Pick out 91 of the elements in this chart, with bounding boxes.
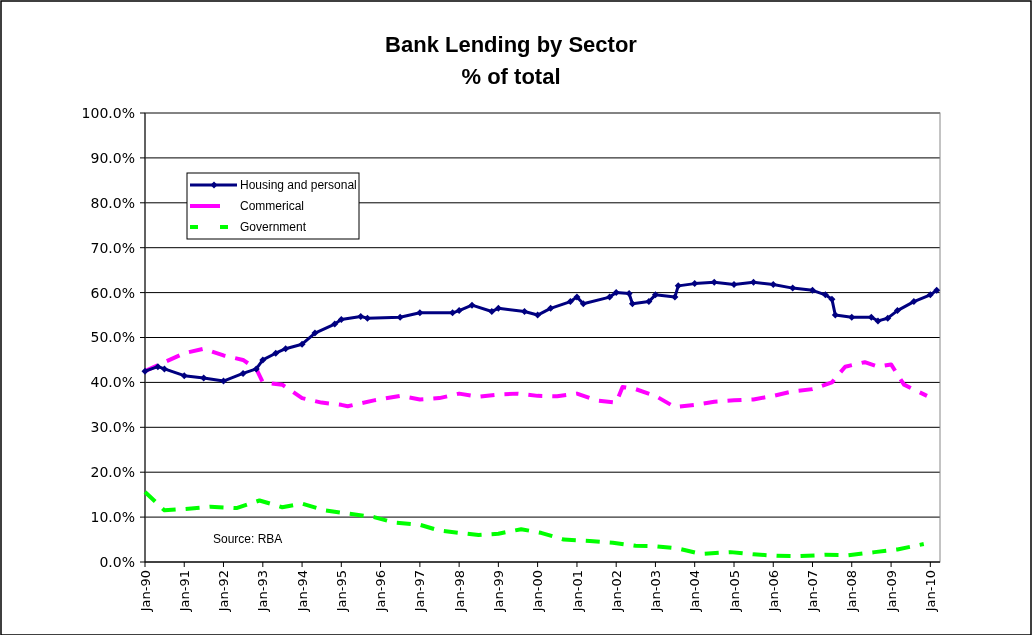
- x-tick-label: Jan-92: [216, 570, 232, 613]
- point: [874, 317, 882, 325]
- point: [893, 307, 901, 315]
- point: [272, 349, 280, 357]
- y-tick-label: 60.0%: [90, 284, 135, 301]
- point: [311, 329, 319, 337]
- point: [933, 286, 941, 294]
- point: [357, 312, 365, 320]
- point: [831, 311, 839, 319]
- point: [180, 372, 188, 380]
- point: [547, 304, 555, 312]
- point: [769, 281, 777, 289]
- point: [331, 320, 339, 328]
- x-tick-label: Jan-95: [333, 570, 349, 613]
- legend-label: Housing and personal: [240, 178, 357, 193]
- point: [534, 311, 542, 319]
- point: [396, 313, 404, 321]
- y-tick-label: 70.0%: [90, 239, 135, 256]
- point: [154, 363, 162, 371]
- y-tick-label: 80.0%: [90, 194, 135, 211]
- point: [468, 301, 476, 309]
- point: [579, 300, 587, 308]
- point: [809, 286, 816, 294]
- point: [625, 290, 633, 297]
- point: [651, 291, 659, 299]
- point: [691, 280, 699, 288]
- x-tick-label: Jan-96: [373, 570, 389, 613]
- x-tick-label: Jan-04: [687, 570, 703, 613]
- annotation: Source: RBA: [213, 532, 283, 546]
- legend-label: Government: [240, 220, 307, 235]
- x-tick-label: Jan-97: [412, 570, 428, 613]
- line-series: [143, 489, 926, 559]
- y-tick-label: 40.0%: [90, 374, 135, 391]
- x-tick-label: Jan-99: [490, 570, 506, 613]
- point: [612, 289, 620, 297]
- point: [449, 309, 457, 317]
- point: [337, 316, 345, 324]
- point: [573, 293, 581, 301]
- point: [628, 300, 636, 308]
- point: [141, 367, 149, 375]
- y-tick-label: 30.0%: [90, 419, 135, 436]
- point: [671, 293, 679, 301]
- point: [455, 307, 463, 315]
- x-tick-label: Jan-91: [176, 570, 192, 613]
- point: [848, 313, 856, 321]
- point: [239, 369, 247, 377]
- point: [259, 356, 267, 364]
- x-tick-label: Jan-05: [726, 570, 742, 613]
- y-tick-label: 20.0%: [90, 464, 135, 481]
- x-tick-label: Jan-10: [922, 570, 938, 613]
- legend-label: Commerical: [240, 199, 305, 214]
- point: [363, 314, 371, 322]
- point: [730, 281, 738, 289]
- point: [884, 314, 892, 322]
- y-tick-label: 50.0%: [90, 329, 135, 346]
- point: [252, 365, 260, 373]
- point: [298, 340, 306, 348]
- x-tick-label: Jan-02: [608, 570, 624, 613]
- point: [282, 345, 290, 353]
- y-tick-label: 10.0%: [90, 509, 135, 525]
- x-tick-label: Jan-94: [294, 570, 310, 613]
- x-tick-label: Jan-06: [765, 570, 781, 613]
- y-tick-label: 100.0%: [81, 104, 135, 121]
- x-tick-label: Jan-00: [530, 570, 546, 613]
- x-tick-label: Jan-90: [137, 570, 153, 613]
- x-tick-label: Jan-98: [451, 570, 467, 613]
- x-tick-label: Jan-07: [805, 570, 821, 613]
- point: [488, 307, 496, 315]
- chart-title: Bank Lending by Sector: [385, 32, 638, 57]
- x-tick-label: Jan-09: [883, 570, 899, 613]
- x-tick-label: Jan-08: [844, 570, 860, 613]
- point: [645, 298, 653, 306]
- point: [926, 291, 934, 299]
- point: [606, 293, 614, 301]
- point: [828, 295, 836, 303]
- point: [520, 307, 528, 315]
- x-tick-label: Jan-01: [569, 570, 585, 613]
- point: [674, 282, 682, 290]
- point: [160, 365, 168, 373]
- chart-subtitle: % of total: [461, 64, 561, 89]
- point: [821, 291, 829, 299]
- point: [494, 304, 502, 312]
- line-series: [143, 346, 929, 410]
- point: [867, 313, 875, 321]
- point: [566, 298, 574, 306]
- point: [416, 309, 424, 317]
- x-tick-label: Jan-03: [647, 570, 663, 613]
- y-tick-label: 0.0%: [99, 553, 135, 570]
- x-tick-label: Jan-93: [255, 570, 271, 613]
- y-tick-label: 90.0%: [90, 149, 135, 166]
- point: [910, 298, 918, 306]
